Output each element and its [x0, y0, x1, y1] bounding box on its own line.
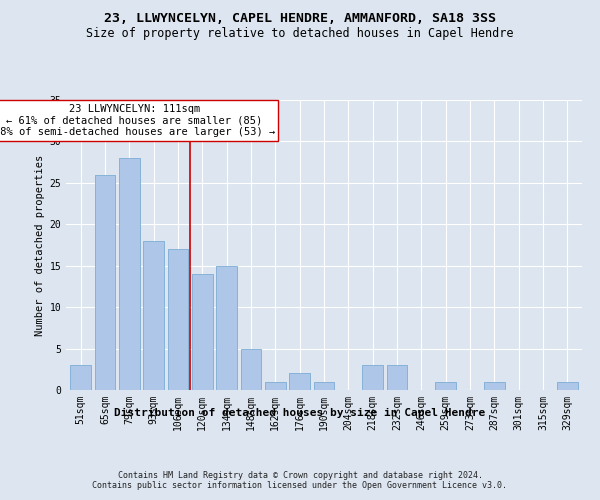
Bar	[289, 374, 310, 390]
Bar	[386, 365, 407, 390]
Y-axis label: Number of detached properties: Number of detached properties	[35, 154, 45, 336]
Bar	[436, 382, 456, 390]
Bar	[314, 382, 334, 390]
Bar	[362, 365, 383, 390]
Bar	[241, 348, 262, 390]
Text: Size of property relative to detached houses in Capel Hendre: Size of property relative to detached ho…	[86, 28, 514, 40]
Bar	[95, 174, 115, 390]
Bar	[216, 266, 237, 390]
Text: 23, LLWYNCELYN, CAPEL HENDRE, AMMANFORD, SA18 3SS: 23, LLWYNCELYN, CAPEL HENDRE, AMMANFORD,…	[104, 12, 496, 26]
Text: Contains HM Land Registry data © Crown copyright and database right 2024.
Contai: Contains HM Land Registry data © Crown c…	[92, 470, 508, 490]
Bar	[192, 274, 212, 390]
Text: 23 LLWYNCELYN: 111sqm
← 61% of detached houses are smaller (85)
38% of semi-deta: 23 LLWYNCELYN: 111sqm ← 61% of detached …	[0, 104, 275, 138]
Bar	[143, 241, 164, 390]
Bar	[557, 382, 578, 390]
Bar	[70, 365, 91, 390]
Bar	[265, 382, 286, 390]
Bar	[484, 382, 505, 390]
Bar	[167, 249, 188, 390]
Bar	[119, 158, 140, 390]
Text: Distribution of detached houses by size in Capel Hendre: Distribution of detached houses by size …	[115, 408, 485, 418]
